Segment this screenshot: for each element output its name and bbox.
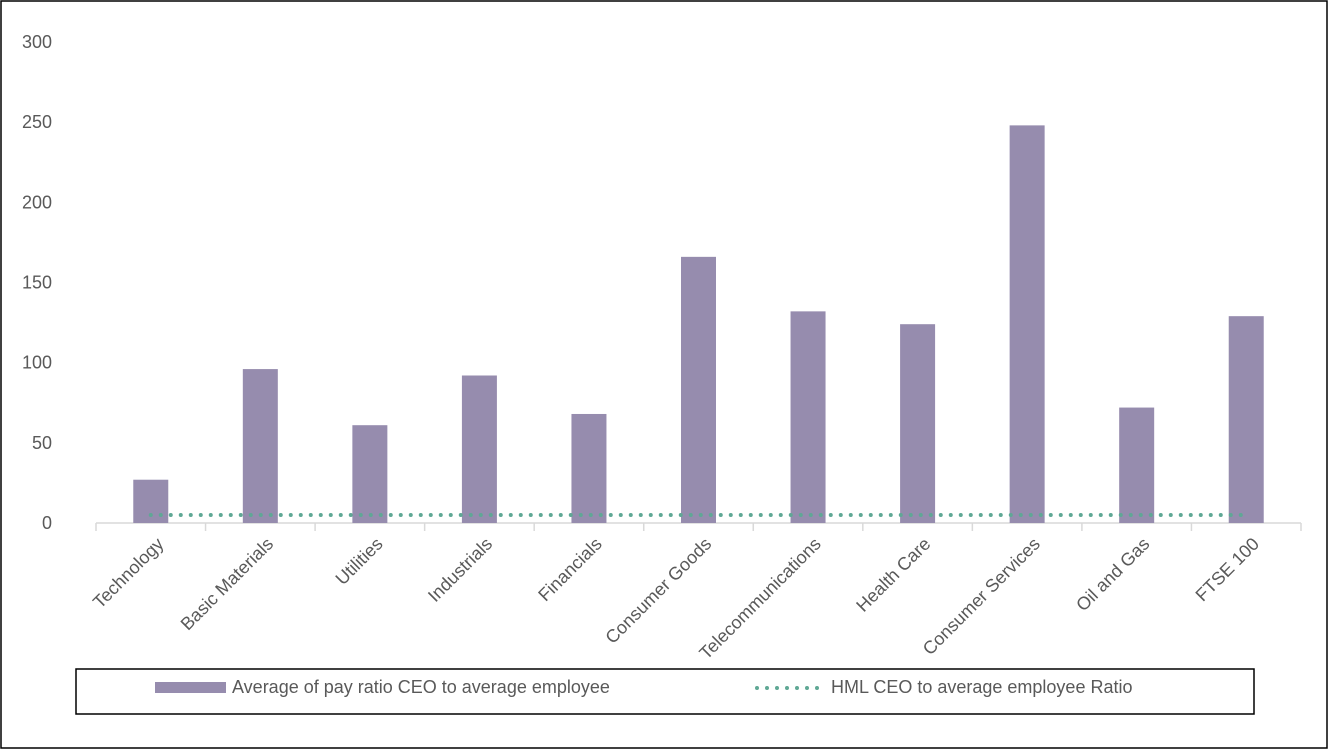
bar-basic-materials [243,369,278,523]
bar-industrials [462,375,497,523]
bar-oil-and-gas [1119,408,1154,523]
y-tick-label: 150 [22,273,52,293]
y-tick-label: 200 [22,192,52,212]
y-tick-label: 250 [22,112,52,132]
y-tick-label: 100 [22,353,52,373]
y-tick-label: 0 [42,513,52,533]
bar-consumer-services [1010,125,1045,523]
bar-health-care [900,324,935,523]
legend-swatch-bar [155,682,226,693]
bar-telecommunications [791,311,826,523]
legend-label-bar: Average of pay ratio CEO to average empl… [232,677,610,697]
bar-financials [571,414,606,523]
legend-label-dotted-line: HML CEO to average employee Ratio [831,677,1132,697]
bar-consumer-goods [681,257,716,523]
y-tick-label: 50 [32,433,52,453]
bar-ftse-100 [1229,316,1264,523]
bar-utilities [352,425,387,523]
legend: Average of pay ratio CEO to average empl… [76,669,1254,714]
y-tick-label: 300 [22,32,52,52]
